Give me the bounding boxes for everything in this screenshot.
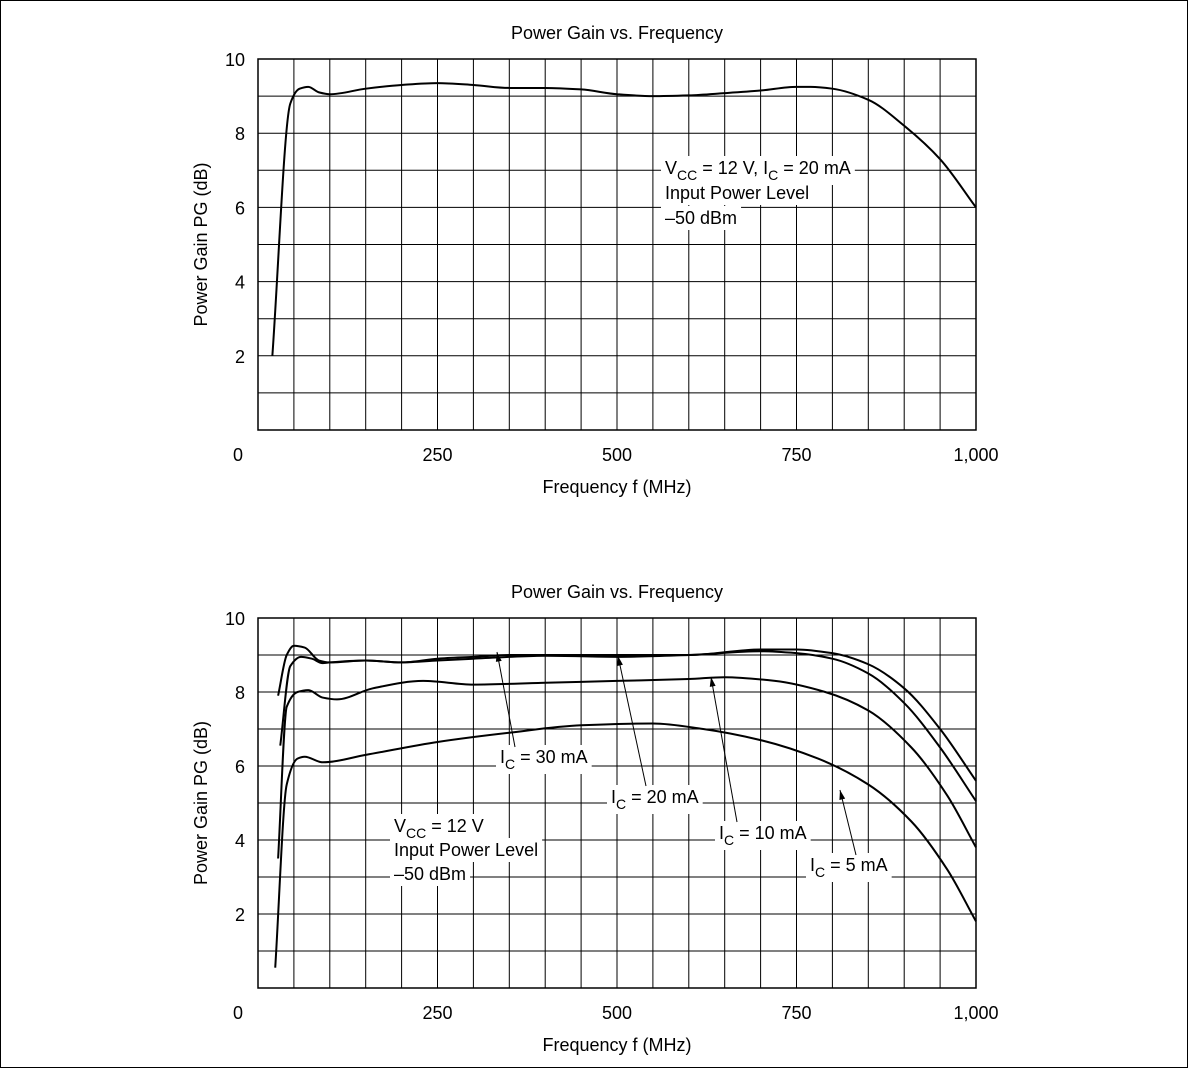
curve xyxy=(277,644,977,782)
y-tick-label: 6 xyxy=(235,198,245,218)
plot-frame xyxy=(257,58,977,431)
x-tick-label: 0 xyxy=(233,445,243,465)
y-tick-label: 4 xyxy=(235,273,245,293)
annotation: VCC = 12 V, IC = 20 mA xyxy=(665,158,851,183)
x-tick-label: 1,000 xyxy=(953,445,998,465)
y-tick-label: 4 xyxy=(235,831,245,851)
label-leader xyxy=(617,655,647,787)
label-background xyxy=(607,785,703,814)
series-label-part: C xyxy=(724,832,734,848)
label-background xyxy=(661,181,814,205)
series-label-part: I xyxy=(611,787,616,807)
annotation-part: = 12 V xyxy=(426,816,484,836)
x-tick-label: 250 xyxy=(422,445,452,465)
annotation-part: –50 dBm xyxy=(665,208,737,228)
curve xyxy=(279,650,977,802)
annotation: Input Power Level xyxy=(665,183,809,203)
x-tick-label: 0 xyxy=(233,1003,243,1023)
series-label: IC = 20 mA xyxy=(611,787,699,812)
label-background xyxy=(390,862,471,886)
series-label-part: C xyxy=(815,864,825,880)
label-leader xyxy=(839,789,857,856)
label-background xyxy=(661,206,742,230)
annotation: Input Power Level xyxy=(394,840,538,860)
x-tick-label: 250 xyxy=(422,1003,452,1023)
x-tick-label: 500 xyxy=(602,445,632,465)
annotation-part: C xyxy=(768,167,778,183)
series-label-part: I xyxy=(810,855,815,875)
label-background xyxy=(806,853,892,882)
x-tick-label: 750 xyxy=(781,1003,811,1023)
x-tick-label: 750 xyxy=(781,445,811,465)
series-label-part: = 5 mA xyxy=(825,855,888,875)
curve xyxy=(277,676,977,859)
annotation-part: CC xyxy=(406,825,426,841)
chart-title: Power Gain vs. Frequency xyxy=(511,23,723,43)
plot-frame xyxy=(257,617,977,989)
series-label-part: C xyxy=(616,796,626,812)
series-label-part: = 30 mA xyxy=(515,747,588,767)
annotation-part: –50 dBm xyxy=(394,864,466,884)
annotation-part: Input Power Level xyxy=(394,840,538,860)
curve xyxy=(274,722,977,968)
series-label-part: I xyxy=(500,747,505,767)
label-arrowhead xyxy=(839,790,846,800)
x-axis-label: Frequency f (MHz) xyxy=(542,1035,691,1055)
label-background xyxy=(496,745,592,774)
series-label-part: I xyxy=(719,823,724,843)
y-axis-label: Power Gain PG (dB) xyxy=(191,721,211,885)
annotation-part: = 20 mA xyxy=(778,158,851,178)
annotation-part: V xyxy=(394,816,406,836)
label-arrowhead xyxy=(617,656,623,666)
annotation-part: V xyxy=(665,158,677,178)
chart-title: Power Gain vs. Frequency xyxy=(511,582,723,602)
curve xyxy=(271,82,977,356)
series-label: IC = 10 mA xyxy=(719,823,807,848)
label-leader xyxy=(496,651,516,748)
x-tick-label: 1,000 xyxy=(953,1003,998,1023)
annotation: VCC = 12 V xyxy=(394,816,484,841)
y-tick-label: 10 xyxy=(225,50,245,70)
annotation-part: CC xyxy=(677,167,697,183)
y-tick-label: 6 xyxy=(235,757,245,777)
series-label: IC = 30 mA xyxy=(500,747,588,772)
y-tick-label: 8 xyxy=(235,124,245,144)
label-leader xyxy=(710,676,738,823)
annotation-part: Input Power Level xyxy=(665,183,809,203)
y-tick-label: 8 xyxy=(235,683,245,703)
series-label-part: C xyxy=(505,756,515,772)
series-label-part: = 20 mA xyxy=(626,787,699,807)
y-tick-label: 2 xyxy=(235,347,245,367)
annotation-part: = 12 V, I xyxy=(697,158,768,178)
y-tick-label: 2 xyxy=(235,905,245,925)
series-label: IC = 5 mA xyxy=(810,855,888,880)
annotation: –50 dBm xyxy=(665,208,737,228)
y-tick-label: 10 xyxy=(225,609,245,629)
label-background xyxy=(661,156,855,185)
label-background xyxy=(715,821,811,850)
annotation: –50 dBm xyxy=(394,864,466,884)
y-axis-label: Power Gain PG (dB) xyxy=(191,162,211,326)
x-axis-label: Frequency f (MHz) xyxy=(542,477,691,497)
label-background xyxy=(390,838,543,862)
label-arrowhead xyxy=(709,677,716,687)
series-label-part: = 10 mA xyxy=(734,823,807,843)
x-tick-label: 500 xyxy=(602,1003,632,1023)
